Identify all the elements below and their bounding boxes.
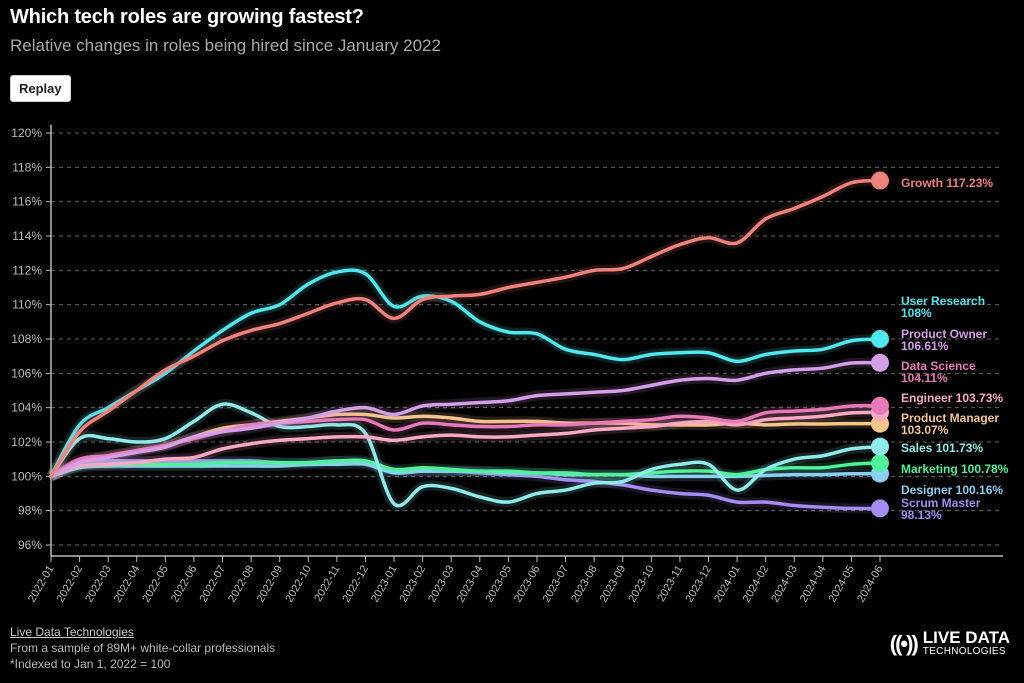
chart-subtitle: Relative changes in roles being hired si…: [10, 36, 441, 55]
y-tick-label: 112%: [12, 263, 42, 277]
series-label: 103.07%: [901, 423, 949, 437]
x-tick-label: 2023-07: [541, 564, 572, 605]
logo-line1: LIVE DATA: [922, 628, 1010, 647]
y-tick-label: 102%: [11, 435, 42, 449]
series-label: Marketing 100.78%: [901, 462, 1009, 476]
x-tick-label: 2022-04: [112, 564, 143, 605]
x-tick-label: 2022-07: [198, 564, 229, 605]
x-tick-label: 2022-05: [140, 564, 171, 605]
x-tick-label: 2022-12: [340, 564, 371, 605]
x-tick-label: 2024-05: [826, 564, 857, 605]
series-label: Designer 100.16%: [901, 483, 1003, 497]
logo: ((•)) LIVE DATA TECHNOLOGIES: [889, 628, 1010, 657]
x-tick-label: 2022-01: [26, 564, 57, 605]
x-tick-label: 2024-03: [769, 564, 800, 605]
sample-note: From a sample of 89M+ white-collar profe…: [10, 641, 276, 655]
series-label: Sales 101.73%: [901, 441, 983, 455]
series-end-dot: [871, 396, 889, 415]
x-tick-label: 2023-01: [369, 564, 400, 605]
x-tick-label: 2024-01: [712, 564, 743, 605]
series-label: 98.13%: [901, 508, 942, 522]
series-end-dot: [871, 330, 889, 348]
x-tick-label: 2023-08: [569, 564, 600, 605]
replay-button[interactable]: Replay: [10, 75, 71, 102]
x-tick-label: 2023-12: [684, 564, 715, 605]
x-tick-label: 2022-10: [283, 564, 314, 605]
series-label: Data Science: [901, 359, 976, 373]
y-tick-label: 110%: [12, 298, 42, 312]
y-tick-label: 98%: [18, 504, 42, 518]
series-label: Engineer 103.73%: [901, 391, 1003, 405]
x-tick-label: 2023-06: [512, 564, 543, 605]
series-label: User Research: [901, 294, 985, 308]
broadcast-icon: ((•)): [889, 630, 919, 656]
logo-line2: TECHNOLOGIES: [922, 646, 1006, 657]
x-tick-label: 2023-10: [626, 564, 657, 605]
y-tick-label: 116%: [12, 195, 42, 209]
x-tick-label: 2023-04: [455, 564, 486, 605]
y-tick-label: 104%: [11, 401, 42, 415]
source-link[interactable]: Live Data Technologies: [10, 625, 134, 639]
x-tick-label: 2024-04: [798, 564, 829, 605]
y-tick-label: 106%: [11, 366, 42, 380]
x-tick-label: 2022-03: [83, 564, 114, 605]
y-tick-label: 108%: [11, 332, 42, 346]
x-tick-label: 2023-03: [426, 564, 457, 605]
y-tick-label: 118%: [12, 160, 42, 174]
series-label: 106.61%: [901, 339, 949, 353]
x-tick-label: 2023-09: [598, 564, 629, 605]
series-label: Growth 117.23%: [901, 176, 993, 190]
y-tick-label: 96%: [18, 538, 42, 552]
x-tick-label: 2022-08: [226, 564, 257, 605]
series-line-growth: [49, 178, 882, 479]
y-tick-label: 100%: [11, 469, 42, 483]
series-label: Product Owner: [901, 327, 987, 341]
x-tick-label: 2022-11: [312, 564, 342, 604]
series-line-sales: [49, 402, 882, 508]
x-tick-label: 2023-11: [655, 564, 685, 604]
series-line-product-owner: [49, 360, 882, 479]
series-label: Product Manager: [901, 411, 999, 425]
x-tick-label: 2023-02: [398, 564, 429, 605]
y-tick-label: 120%: [11, 126, 42, 140]
series-line-engineer: [49, 410, 882, 479]
x-tick-label: 2024-02: [741, 564, 772, 605]
series-label: 108%: [901, 306, 932, 320]
y-tick-label: 114%: [12, 229, 42, 243]
index-note: *Indexed to Jan 1, 2022 = 100: [10, 657, 171, 671]
series-lines: [46, 171, 889, 518]
series-end-dot: [871, 353, 889, 372]
series-end-dot: [871, 437, 889, 456]
series-end-dot: [871, 453, 889, 472]
x-tick-label: 2023-05: [483, 564, 514, 605]
x-tick-label: 2024-06: [855, 564, 886, 605]
series-end-dot: [871, 171, 889, 190]
chart-title: Which tech roles are growing fastest?: [10, 6, 364, 28]
series-end-dot: [871, 499, 889, 518]
x-tick-label: 2022-02: [55, 564, 86, 605]
series-line-marketing: [49, 458, 882, 479]
series-line-user-research: [49, 268, 882, 479]
x-tick-label: 2022-06: [169, 564, 200, 605]
x-tick-label: 2022-09: [255, 564, 286, 605]
series-label: 104.11%: [901, 371, 948, 385]
series-label: Scrum Master: [901, 496, 981, 510]
